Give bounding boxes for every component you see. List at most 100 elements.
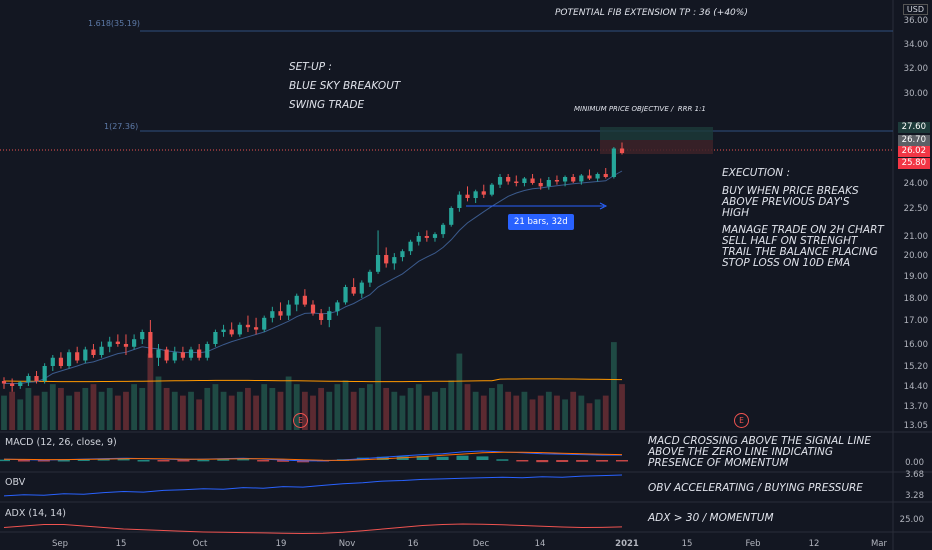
setup-style: SWING TRADE: [289, 99, 365, 111]
volume-bar: [537, 395, 544, 430]
currency-label: USD: [902, 4, 928, 15]
earnings-marker-2[interactable]: E: [734, 413, 749, 428]
candle-body: [132, 339, 137, 347]
macd-pane-label: MACD (12, 26, close, 9): [5, 437, 117, 448]
candle-body: [432, 234, 438, 238]
earnings-marker[interactable]: E: [293, 413, 308, 428]
candle-body: [229, 329, 234, 335]
volume-bar: [171, 391, 178, 430]
price-badge: 26.02: [897, 146, 930, 157]
volume-bar: [66, 395, 72, 430]
volume-bar: [350, 391, 357, 430]
candle-body: [75, 352, 80, 361]
volume-bar: [391, 391, 398, 430]
candle-body: [473, 191, 478, 198]
time-tick-label: Feb: [745, 539, 760, 549]
volume-bar: [554, 395, 560, 430]
macd-histogram-bar: [0, 459, 10, 462]
candle-body: [172, 352, 177, 361]
candle-body: [530, 178, 535, 183]
volume-bar: [423, 395, 430, 430]
volume-bar: [236, 391, 243, 430]
volume-bar: [179, 395, 186, 430]
volume-bar: [285, 376, 292, 430]
volume-bar: [188, 391, 194, 430]
candle-body: [359, 282, 364, 294]
candle-body: [465, 194, 470, 198]
volume-bar: [245, 387, 251, 430]
candle-body: [107, 341, 112, 347]
candle-body: [416, 236, 421, 242]
volume-bar: [253, 395, 259, 430]
candle-body: [506, 177, 511, 182]
volume-ma-line: [3, 378, 623, 383]
volume-bar: [594, 399, 601, 430]
reward-zone: [600, 127, 713, 140]
volume-bar: [367, 384, 373, 430]
macd-histogram-bar: [157, 460, 170, 462]
volume-bar: [212, 384, 219, 430]
volume-bar: [497, 384, 503, 430]
candle-body: [270, 311, 275, 318]
volume-bar: [261, 384, 268, 430]
macd-histogram-bar: [177, 460, 190, 462]
volume-bar: [472, 391, 479, 430]
fib-1-label: 1(27.36): [104, 122, 139, 131]
volume-bar: [9, 391, 16, 430]
volume-bar: [123, 391, 129, 430]
min-objective-note: MINIMUM PRICE OBJECTIVE / RRR 1:1: [574, 105, 706, 113]
candle-body: [457, 194, 462, 208]
candle-body: [1, 381, 7, 384]
ema-line: [4, 170, 623, 384]
volume-bar: [383, 387, 390, 430]
price-badge: 25.80: [897, 158, 930, 169]
volume-bar: [90, 384, 97, 430]
price-tick-label: 20.00: [904, 251, 928, 261]
macd-histogram-bar: [277, 460, 290, 462]
macd-histogram-bar: [97, 459, 110, 461]
candle-body: [571, 177, 576, 182]
bar-measure-label[interactable]: 21 bars, 32d: [508, 214, 574, 230]
volume-bar: [480, 395, 487, 430]
volume-bar: [375, 326, 381, 430]
volume-bar: [204, 387, 211, 430]
volume-bar: [578, 395, 585, 430]
volume-bar: [586, 403, 593, 430]
volume-bar: [139, 387, 146, 430]
candle-body: [327, 311, 332, 320]
price-tick-label: 21.00: [904, 232, 928, 242]
candle-body: [514, 181, 519, 183]
volume-bar: [33, 395, 40, 430]
macd-histogram-bar: [536, 460, 549, 463]
macd-histogram-bar: [436, 456, 449, 460]
volume-bar: [131, 384, 138, 430]
candle-body: [99, 346, 104, 355]
time-tick-label: Nov: [339, 539, 356, 549]
volume-bar: [269, 387, 276, 430]
volume-bar: [155, 376, 162, 430]
macd-histogram-bar: [596, 460, 609, 462]
volume-bar: [602, 395, 609, 430]
candle-body: [294, 295, 299, 305]
price-tick-label: 22.50: [904, 204, 928, 214]
volume-bar: [610, 342, 617, 430]
candle-body: [197, 349, 202, 358]
macd-histogram-bar: [476, 456, 489, 460]
candle-body: [83, 349, 88, 361]
macd-histogram-bar: [17, 460, 30, 462]
candle-body: [538, 183, 543, 187]
candle-body: [522, 178, 527, 183]
candle-body: [262, 317, 267, 330]
volume-bar: [310, 395, 316, 430]
volume-bar: [488, 387, 495, 430]
candle-body: [343, 287, 348, 303]
adx-axis-label: 25.00: [899, 515, 924, 525]
volume-bar: [147, 353, 154, 430]
time-tick-label: 15: [116, 539, 127, 549]
candle-body: [424, 236, 429, 238]
adx-note: ADX > 30 / MOMENTUM: [648, 512, 774, 524]
price-tick-label: 13.70: [904, 402, 928, 412]
time-tick-label: Sep: [52, 539, 68, 549]
candle-body: [180, 352, 185, 358]
